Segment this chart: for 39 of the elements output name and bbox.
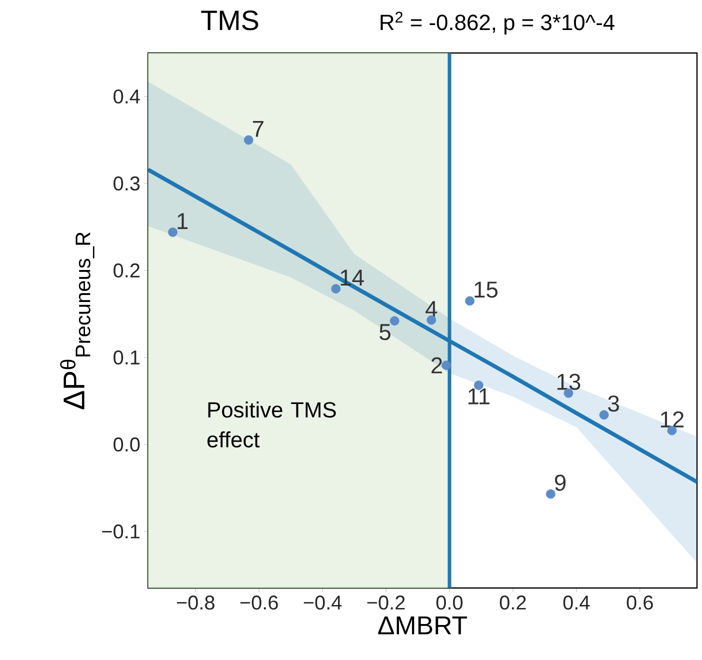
annotation: 9	[554, 474, 566, 491]
annotation: 15	[474, 282, 498, 298]
point	[546, 489, 556, 499]
point	[390, 316, 400, 326]
annotation: 2	[432, 357, 442, 374]
annotation: 1	[178, 213, 188, 229]
y-tick-label: 0.4	[114, 89, 140, 104]
x-tick-label: 0.0	[436, 596, 463, 610]
point	[599, 410, 609, 420]
x-tick-label: −0.2	[367, 596, 405, 610]
chart-title: TMS	[201, 10, 258, 30]
annotation: 5	[380, 324, 390, 340]
annotation: 3	[608, 395, 619, 412]
annotation: 12	[660, 411, 684, 428]
y-tick-label: 0.1	[114, 350, 140, 365]
x-tick-label: 0.2	[500, 596, 526, 610]
x-tick-label: 0.6	[626, 596, 653, 610]
chart-subtitle: R$^{2}$ = -0.862, p = 3*10^-4	[380, 12, 614, 35]
x-tick-label: −0.8	[176, 596, 214, 610]
point	[465, 296, 474, 306]
y-tick-label: −0.1	[102, 524, 140, 538]
y-tick-label: 0.2	[114, 263, 140, 278]
annotation: 13	[557, 374, 580, 390]
annotation: 4	[426, 301, 438, 317]
x-tick-label: 0.4	[563, 596, 590, 610]
point	[244, 135, 254, 145]
y-axis-title: ΔP$^{θ}$Precuneus_R	[60, 232, 94, 410]
annotation: 14	[340, 270, 364, 286]
annotation: 11	[468, 388, 490, 404]
band-label: Positive TMS effect	[207, 402, 336, 448]
x-axis-title: ΔMBRT	[378, 616, 468, 634]
x-tick-label: −0.4	[304, 596, 342, 610]
y-tick-label: 0.3	[114, 176, 140, 191]
y-tick-label: 0.0	[114, 437, 140, 452]
x-tick-label: −0.6	[240, 596, 278, 610]
point	[331, 284, 341, 294]
point	[168, 227, 178, 237]
point	[442, 360, 451, 370]
annotation: 7	[252, 121, 264, 137]
